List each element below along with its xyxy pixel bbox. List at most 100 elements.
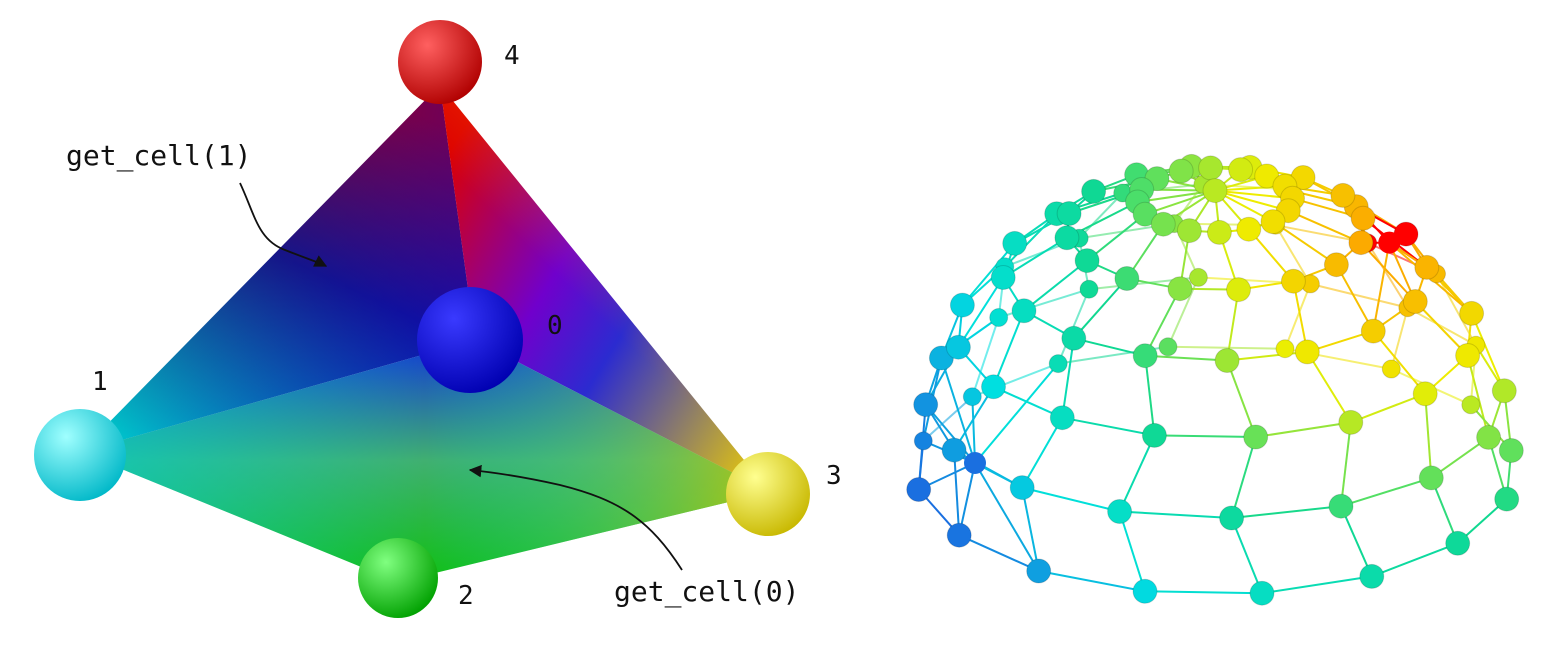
mesh-vertex <box>1226 277 1251 303</box>
mesh-vertex <box>1236 216 1262 242</box>
mesh-edge <box>1360 241 1417 303</box>
mesh-vertex <box>1348 230 1374 256</box>
annotation-arrow-cell-1 <box>239 182 328 267</box>
vertex-label-2: 2 <box>458 581 474 611</box>
mesh-edge <box>1340 505 1373 577</box>
mesh-edge <box>1023 259 1088 312</box>
mesh-vertex <box>1402 289 1428 314</box>
mesh-edge <box>1230 436 1257 519</box>
mesh-vertex <box>1418 465 1444 491</box>
mesh-vertex <box>990 265 1016 290</box>
vertex-label-3: 3 <box>826 461 842 491</box>
vertex-sphere-0 <box>417 287 523 393</box>
mesh-edge <box>1167 345 1286 350</box>
mesh-edge <box>958 462 976 536</box>
mesh-vertex <box>1167 276 1193 302</box>
mesh-vertex <box>1275 339 1295 359</box>
mesh-vertex <box>1141 422 1167 448</box>
mesh-edge <box>924 403 976 464</box>
mesh-vertex <box>1381 359 1401 379</box>
mesh-edge <box>1021 487 1040 572</box>
mesh-edge <box>1371 542 1459 578</box>
vertex-sphere-3 <box>726 452 810 536</box>
mesh-edge <box>974 362 1059 464</box>
mesh-edge <box>1372 330 1426 395</box>
mesh-edge <box>1145 354 1228 362</box>
mesh-edge <box>1119 510 1232 519</box>
mesh-vertex <box>1243 424 1269 450</box>
mesh-vertex <box>1350 205 1376 231</box>
mesh-vertex <box>1280 268 1306 294</box>
hemisphere-mesh <box>906 153 1524 606</box>
mesh-edge <box>958 534 1040 572</box>
mesh-vertex <box>1188 267 1208 287</box>
mesh-edge <box>1284 283 1312 350</box>
mesh-vertex <box>1412 381 1438 407</box>
mesh-vertex <box>1009 475 1035 501</box>
mesh-edge <box>1230 517 1263 594</box>
mesh-vertex <box>1176 218 1202 244</box>
mesh-edge <box>1167 276 1200 348</box>
mesh-edge <box>1118 511 1146 592</box>
annotation-get-cell-0: get_cell(0) <box>614 575 799 609</box>
mesh-vertex <box>1026 558 1052 584</box>
annotation-get-cell-1: get_cell(1) <box>66 139 251 173</box>
tetra-face-bottom-overlay <box>80 340 770 582</box>
mesh-vertex <box>1359 563 1385 589</box>
mesh-vertex <box>1048 354 1068 374</box>
mesh-vertex <box>1202 178 1228 204</box>
mesh-edge <box>1061 338 1075 418</box>
mesh-vertex <box>1061 325 1087 351</box>
mesh-edge <box>953 450 961 536</box>
mesh-edge <box>1287 209 1362 244</box>
mesh-vertex <box>1459 300 1485 326</box>
mesh-vertex <box>1011 298 1037 324</box>
mesh-edge <box>1021 486 1120 513</box>
mesh-vertex <box>913 392 939 418</box>
mesh-edge <box>1335 264 1375 332</box>
mesh-vertex <box>1260 209 1286 235</box>
mesh-vertex <box>946 522 972 548</box>
mesh-edge <box>1292 281 1309 353</box>
mesh-vertex <box>1132 343 1158 369</box>
tetra-face-right-overlay <box>440 85 770 492</box>
mesh-vertex <box>1338 409 1364 435</box>
mesh-edge <box>1154 434 1256 438</box>
mesh-edge <box>1226 360 1257 438</box>
mesh-vertex <box>949 292 975 318</box>
mesh-vertex <box>1198 155 1224 181</box>
mesh-vertex <box>906 477 932 502</box>
mesh-edge <box>1086 213 1146 262</box>
mesh-edge <box>1144 189 1216 216</box>
mesh-vertex <box>981 374 1006 400</box>
mesh-edge <box>993 385 1063 419</box>
mesh-edge <box>1261 575 1372 595</box>
mesh-edge <box>1078 192 1124 239</box>
mesh-hub-vertex <box>964 452 986 474</box>
mesh-edge <box>1407 306 1477 347</box>
mesh-edge <box>1372 242 1391 332</box>
mesh-vertex <box>1132 578 1158 604</box>
mesh-edge <box>1038 570 1146 593</box>
mesh-vertex <box>1498 438 1524 463</box>
vertex-sphere-4 <box>398 20 482 104</box>
mesh-vertex <box>1476 424 1502 450</box>
mesh-vertex <box>1491 378 1517 404</box>
mesh-edge <box>1021 417 1064 489</box>
annotation-arrow-cell-0 <box>468 464 683 571</box>
mesh-vertex <box>1455 343 1481 368</box>
mesh-edge <box>1231 505 1342 519</box>
mesh-vertex <box>962 387 982 407</box>
mesh-edge <box>1470 313 1506 392</box>
mesh-vertex <box>1206 219 1232 245</box>
mesh-vertex <box>1056 201 1082 226</box>
mesh-edge <box>1004 213 1058 268</box>
mesh-vertex <box>1049 405 1075 431</box>
mesh-vertex <box>1360 318 1386 344</box>
mesh-edge <box>1274 224 1312 285</box>
mesh-vertex <box>1461 395 1481 415</box>
mesh-edge <box>957 276 1005 348</box>
mesh-edge <box>1366 242 1409 309</box>
mesh-edge <box>974 462 1040 572</box>
